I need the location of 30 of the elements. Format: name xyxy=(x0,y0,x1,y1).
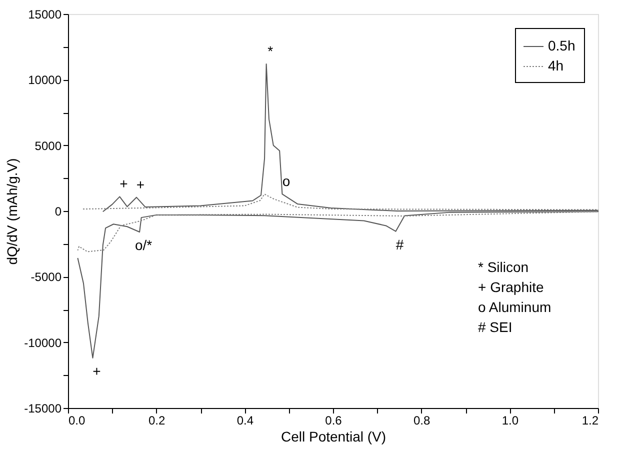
y-tick-label: -5000 xyxy=(30,270,62,284)
annotation: + xyxy=(136,176,145,192)
annotation: o Aluminum xyxy=(478,299,552,315)
x-tick-label: 0.8 xyxy=(413,414,430,428)
x-tick-label: 0.0 xyxy=(68,414,86,428)
annotation: + xyxy=(120,176,128,192)
annotation: + Graphite xyxy=(478,279,544,295)
x-tick-label: 1.2 xyxy=(582,414,599,428)
y-tick-label: 10000 xyxy=(28,73,62,88)
line-series xyxy=(77,194,598,252)
annotation: # SEI xyxy=(478,319,512,335)
y-tick-label: 15000 xyxy=(28,8,62,22)
annotation: + xyxy=(92,362,101,379)
x-tick-label: 1.0 xyxy=(502,414,519,428)
annotation: o/* xyxy=(134,237,153,254)
annotation: * xyxy=(268,43,274,60)
y-axis-title: dQ/dV (mAh/g.V) xyxy=(4,158,20,265)
annotation: * Silicon xyxy=(478,259,529,275)
y-tick-label: 5000 xyxy=(34,138,62,153)
x-tick-label: 0.6 xyxy=(325,414,342,428)
legend-label: 0.5h xyxy=(548,38,576,54)
y-tick-label: -15000 xyxy=(24,402,62,416)
x-tick-label: 0.4 xyxy=(236,414,254,428)
x-tick-label: 0.2 xyxy=(148,414,166,428)
y-tick-label: -10000 xyxy=(24,336,62,350)
x-axis-title: Cell Potential (V) xyxy=(280,428,386,444)
y-tick-label: 0 xyxy=(54,204,62,218)
legend-label: 4h xyxy=(548,58,564,74)
annotation: # xyxy=(396,236,404,252)
annotation: o xyxy=(282,173,290,190)
